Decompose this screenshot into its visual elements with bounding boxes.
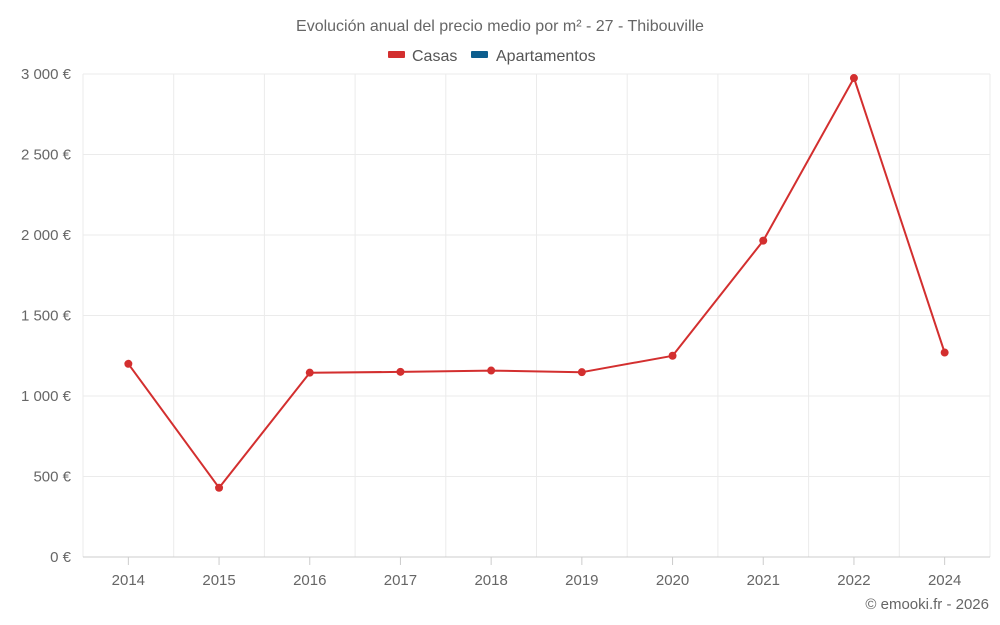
data-point-casas (215, 483, 224, 492)
data-point-casas (124, 359, 133, 368)
legend: Casas Apartamentos (388, 48, 596, 65)
data-point-casas (668, 351, 677, 360)
data-point-casas (849, 74, 858, 83)
legend-item-apartamentos[interactable]: Apartamentos (471, 48, 596, 65)
x-tick-label: 2019 (565, 572, 598, 589)
y-tick-label: 1 500 € (21, 308, 72, 325)
y-tick-label: 0 € (50, 549, 72, 566)
series-line-casas (127, 77, 946, 489)
y-tick-label: 2 500 € (21, 147, 72, 164)
chart-title: Evolución anual del precio medio por m² … (296, 18, 704, 35)
data-point-casas (940, 348, 949, 357)
data-point-casas (487, 366, 496, 375)
legend-swatch-casas (388, 51, 405, 58)
x-tick-label: 2018 (474, 572, 507, 589)
x-tick-label: 2024 (928, 572, 961, 589)
data-point-casas (396, 367, 405, 376)
y-tick-label: 2 000 € (21, 227, 72, 244)
legend-swatch-apartamentos (471, 51, 488, 58)
y-tick-label: 1 000 € (21, 388, 72, 405)
grid (82, 73, 991, 557)
series (124, 74, 949, 492)
x-tick-label: 2017 (384, 572, 417, 589)
x-tick-label: 2020 (656, 572, 689, 589)
x-tick-label: 2015 (202, 572, 235, 589)
data-point-casas (305, 368, 314, 377)
axes: 0 € 500 € 1 000 € 1 500 € 2 000 € 2 500 € 3 00… (21, 66, 990, 589)
x-tick-label: 2014 (112, 572, 145, 589)
x-tick-label: 2016 (293, 572, 326, 589)
legend-item-casas[interactable]: Casas (388, 48, 457, 65)
data-point-casas (577, 368, 586, 377)
legend-label-casas: Casas (412, 48, 457, 65)
x-tick-label: 2022 (837, 572, 870, 589)
y-tick-label: 500 € (33, 469, 71, 486)
credit: © emooki.fr - 2026 (865, 596, 989, 613)
y-tick-label: 3 000 € (21, 66, 72, 83)
x-tick-label: 2021 (747, 572, 780, 589)
data-point-casas (759, 236, 768, 245)
legend-label-apartamentos: Apartamentos (496, 48, 596, 65)
